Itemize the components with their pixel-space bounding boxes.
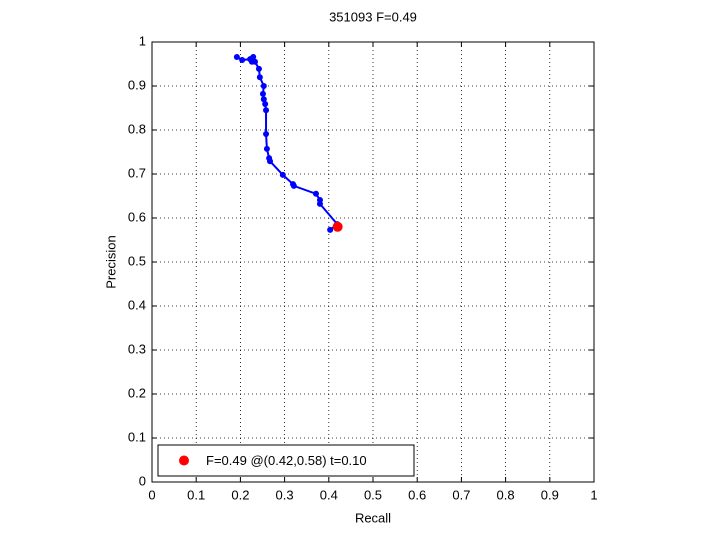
data-point <box>260 83 267 89</box>
legend-marker <box>179 455 189 466</box>
y-tick-label: 0.4 <box>128 297 146 312</box>
x-tick-label: 0.8 <box>497 487 515 502</box>
x-tick-label: 0.2 <box>231 487 249 502</box>
data-point <box>262 101 269 108</box>
x-tick-label: 0.1 <box>187 487 205 502</box>
y-tick-label: 0.3 <box>128 341 146 356</box>
data-point <box>267 158 274 165</box>
data-point <box>263 145 270 152</box>
data-point <box>290 182 297 189</box>
x-tick-label: 0.6 <box>408 487 426 502</box>
data-point <box>263 130 270 137</box>
data-point <box>259 90 266 97</box>
data-point <box>279 171 286 178</box>
data-point <box>260 96 267 103</box>
y-tick-label: 1 <box>139 33 146 48</box>
axes-box <box>151 41 595 483</box>
x-tick-label: 0.5 <box>364 487 382 502</box>
chart-title: 351093 F=0.49 <box>329 9 417 24</box>
y-tick-label: 0.7 <box>128 165 146 180</box>
legend-label: F=0.49 @(0.42,0.58) t=0.10 <box>206 453 367 468</box>
data-point <box>255 65 262 72</box>
data-point <box>256 74 263 81</box>
data-point <box>327 226 334 233</box>
y-tick-label: 0.1 <box>128 429 146 444</box>
data-point <box>316 200 323 207</box>
x-tick-label: 0.7 <box>452 487 470 502</box>
y-tick-label: 0.8 <box>128 121 146 136</box>
x-tick-label: 0 <box>148 487 155 502</box>
x-axis-label: Recall <box>355 510 391 525</box>
y-tick-label: 0.2 <box>128 385 146 400</box>
y-tick-label: 0.5 <box>128 253 146 268</box>
data-point <box>239 57 246 64</box>
data-point <box>332 221 343 232</box>
data-point <box>233 53 240 60</box>
x-tick-label: 0.3 <box>276 487 294 502</box>
x-tick-label: 1 <box>590 487 597 502</box>
y-tick-label: 0 <box>139 473 146 488</box>
data-point <box>312 190 319 197</box>
y-axis-label: Precision <box>103 235 118 288</box>
data-point <box>250 53 257 60</box>
data-point <box>263 107 270 114</box>
legend-box <box>157 444 415 477</box>
x-tick-label: 0.9 <box>541 487 559 502</box>
x-tick-label: 0.4 <box>320 487 338 502</box>
y-tick-label: 0.9 <box>128 77 146 92</box>
y-tick-label: 0.6 <box>128 209 146 224</box>
data-point <box>251 58 258 65</box>
